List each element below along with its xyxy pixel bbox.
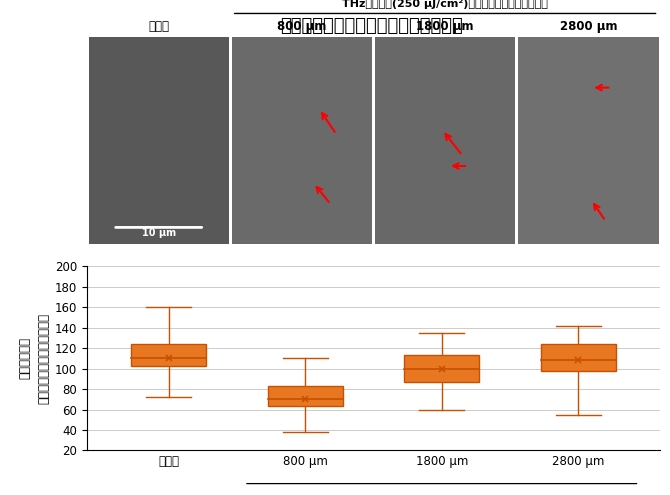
Text: 細胞内にあるアクチン繊維の顕微鏡像: 細胞内にあるアクチン繊維の顕微鏡像	[281, 17, 463, 35]
Text: 10 μm: 10 μm	[141, 228, 176, 238]
Text: 2800 μm: 2800 μm	[559, 19, 617, 33]
Y-axis label: 蛍光の明るさ
（細胞内のアクチン繊維量）: 蛍光の明るさ （細胞内のアクチン繊維量）	[19, 313, 51, 404]
Text: 800 μm: 800 μm	[277, 19, 326, 33]
Bar	[518, 37, 659, 245]
Text: 非照射: 非照射	[148, 19, 170, 33]
Bar	[404, 355, 479, 382]
Bar	[131, 344, 206, 365]
Bar	[541, 344, 616, 371]
Text: 1800 μm: 1800 μm	[416, 19, 474, 33]
Bar	[268, 386, 343, 406]
Text: THzパルス光(250 μJ/cm²)照射面から細胞までの距離: THzパルス光(250 μJ/cm²)照射面から細胞までの距離	[342, 0, 548, 9]
Bar	[232, 37, 372, 245]
Bar	[88, 37, 229, 245]
Bar	[375, 37, 515, 245]
